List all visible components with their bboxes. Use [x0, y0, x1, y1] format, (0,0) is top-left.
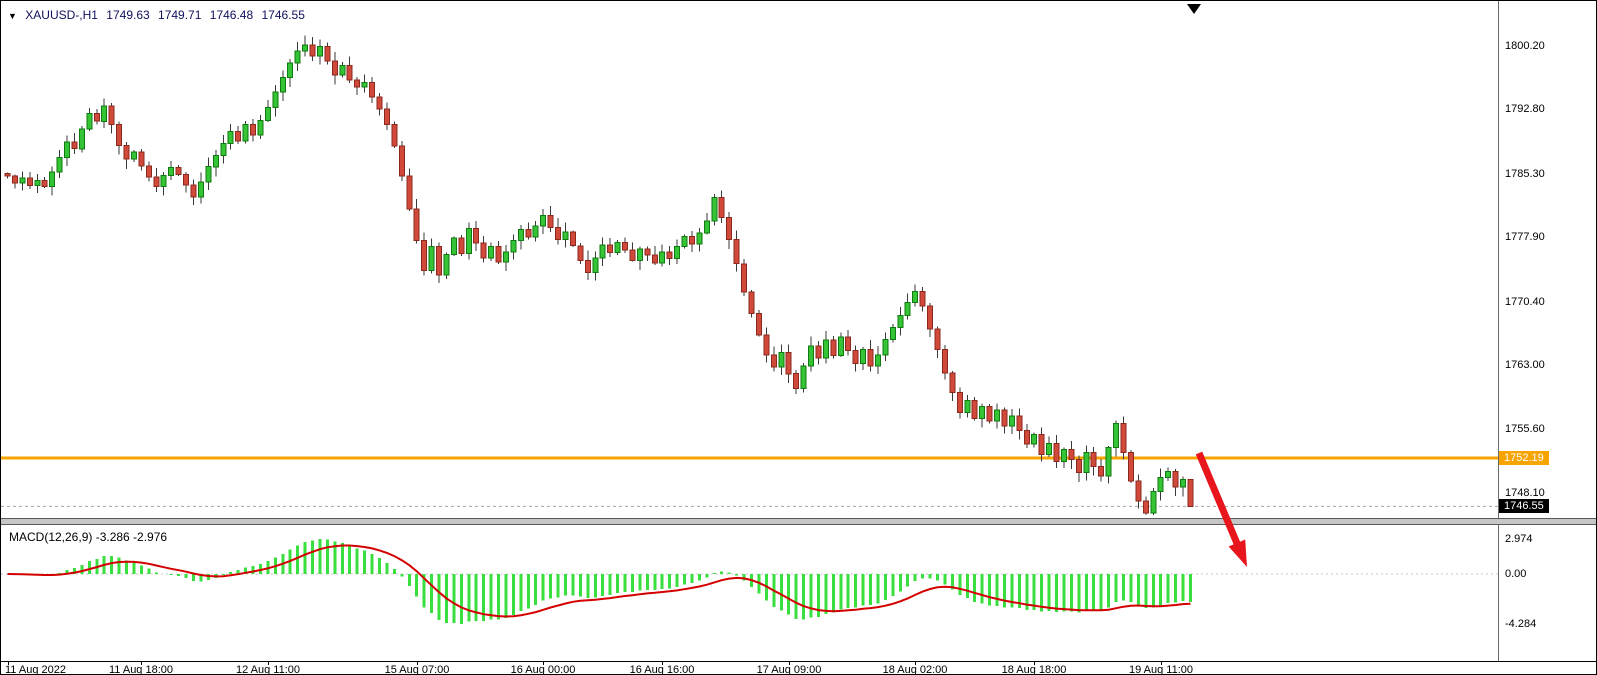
candles-layer: [4, 35, 1194, 515]
time-axis[interactable]: 11 Aug 2022 11 Aug 18:00 12 Aug 11:00 15 Au…: [1, 661, 1596, 675]
time-tick-mark: [1034, 662, 1035, 665]
pane-splitter[interactable]: [1, 518, 1596, 525]
time-tick-label: 18 Aug 02:00: [882, 664, 948, 675]
time-tick-mark: [915, 662, 916, 665]
time-tick-label: 18 Aug 18:00: [1001, 664, 1067, 675]
drawn-arrow-annotation[interactable]: [1195, 451, 1247, 567]
time-tick-mark: [543, 662, 544, 665]
macd-tick-label: 2.974: [1505, 533, 1533, 545]
macd-signal-line: [7, 544, 1191, 618]
price-tick-label: 1748.10: [1505, 487, 1545, 499]
macd-chart[interactable]: [1, 525, 1498, 661]
time-tick-label: 12 Aug 11:00: [235, 664, 301, 675]
price-tick-label: 1763.00: [1505, 359, 1545, 371]
price-tick-label: 1755.60: [1505, 423, 1545, 435]
symbol-period-label: XAUUSD-,H1: [25, 8, 98, 22]
chart-shift-marker-icon[interactable]: [1187, 4, 1201, 14]
time-tick-label: 19 Aug 11:00: [1128, 664, 1194, 675]
price-tick-label: 1792.80: [1505, 103, 1545, 115]
time-tick-mark: [789, 662, 790, 665]
time-tick-mark: [662, 662, 663, 665]
price-tick-label: 1770.40: [1505, 296, 1545, 308]
price-tick-label: 1800.20: [1505, 40, 1545, 52]
quote-close: 1746.55: [261, 8, 305, 22]
time-tick-label: 17 Aug 09:00: [756, 664, 822, 675]
candlestick-chart[interactable]: [1, 1, 1498, 518]
time-tick-mark: [1161, 662, 1162, 665]
quote-open: 1749.63: [106, 8, 150, 22]
quote-low: 1746.48: [209, 8, 254, 22]
time-tick-label: 11 Aug 18:00: [108, 664, 174, 675]
hline-price-tag: 1752.19: [1499, 451, 1549, 465]
price-tick-label: 1785.30: [1505, 168, 1545, 180]
symbol-expander-icon[interactable]: ▼: [8, 11, 17, 21]
macd-tick-label: -4.284: [1505, 618, 1537, 630]
time-tick-mark: [141, 662, 142, 665]
ohlc-header: ▼ XAUUSD-,H1 1749.63 1749.71 1746.48 174…: [8, 8, 310, 22]
macd-scale[interactable]: 2.974 0.00 -4.284: [1498, 525, 1596, 661]
macd-indicator-label: MACD(12,26,9) -3.286 -2.976: [9, 530, 168, 544]
price-chart-pane[interactable]: [1, 1, 1498, 518]
time-tick-label: 11 Aug 2022: [5, 664, 66, 675]
macd-indicator-pane[interactable]: MACD(12,26,9) -3.286 -2.976: [1, 525, 1498, 661]
time-tick-label: 15 Aug 07:00: [384, 664, 450, 675]
time-tick-mark: [268, 662, 269, 665]
time-tick-mark: [8, 662, 9, 665]
macd-histogram: [13, 539, 1192, 624]
quote-high: 1749.71: [158, 8, 202, 22]
last-price-tag: 1746.55: [1499, 499, 1549, 513]
macd-tick-label: 0.00: [1505, 568, 1527, 580]
time-tick-label: 16 Aug 00:00: [510, 664, 576, 675]
time-tick-label: 16 Aug 16:00: [629, 664, 695, 675]
time-tick-mark: [417, 662, 418, 665]
price-tick-label: 1777.90: [1505, 231, 1545, 243]
price-scale[interactable]: 1800.20 1792.80 1785.30 1777.90 1770.40 1763.…: [1498, 1, 1596, 518]
